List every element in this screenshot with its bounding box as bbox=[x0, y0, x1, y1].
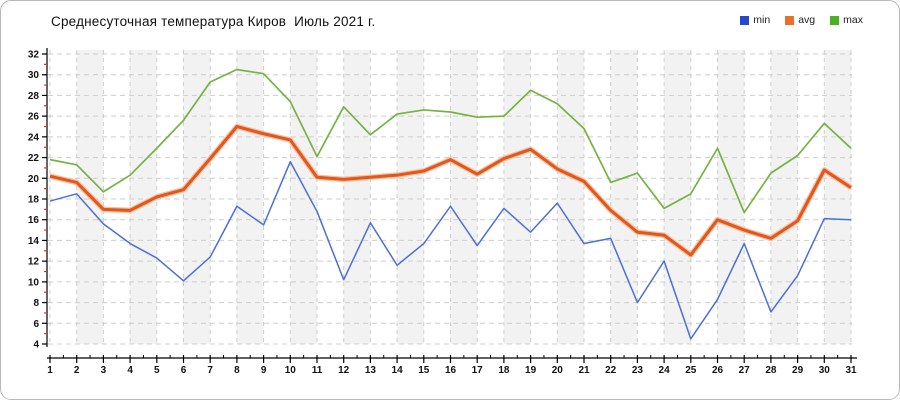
svg-text:29: 29 bbox=[792, 365, 804, 376]
svg-text:6: 6 bbox=[33, 319, 39, 330]
svg-text:25: 25 bbox=[685, 365, 697, 376]
legend-label-min: min bbox=[753, 14, 771, 26]
chart-title: Среднесуточная температура Киров Июль 20… bbox=[51, 14, 376, 29]
svg-text:6: 6 bbox=[181, 365, 187, 376]
svg-text:15: 15 bbox=[418, 365, 430, 376]
svg-text:31: 31 bbox=[845, 365, 857, 376]
svg-text:12: 12 bbox=[28, 257, 40, 268]
svg-text:20: 20 bbox=[28, 174, 40, 185]
legend-label-avg: avg bbox=[798, 14, 816, 26]
svg-text:32: 32 bbox=[28, 50, 40, 61]
svg-text:22: 22 bbox=[28, 153, 40, 164]
legend-item-min: min bbox=[740, 14, 770, 26]
svg-text:14: 14 bbox=[28, 236, 40, 247]
svg-text:23: 23 bbox=[632, 365, 644, 376]
svg-text:19: 19 bbox=[525, 365, 537, 376]
svg-text:30: 30 bbox=[819, 365, 831, 376]
svg-text:13: 13 bbox=[365, 365, 377, 376]
svg-text:12: 12 bbox=[338, 365, 350, 376]
svg-text:28: 28 bbox=[28, 91, 40, 102]
svg-text:21: 21 bbox=[578, 365, 590, 376]
legend-item-avg: avg bbox=[785, 14, 815, 26]
legend-swatch-min-icon bbox=[740, 15, 750, 25]
svg-text:16: 16 bbox=[445, 365, 457, 376]
svg-text:1: 1 bbox=[47, 365, 53, 376]
legend-label-max: max bbox=[843, 14, 863, 26]
svg-text:4: 4 bbox=[127, 365, 133, 376]
svg-text:30: 30 bbox=[28, 70, 40, 81]
legend: min avg max bbox=[740, 14, 863, 26]
svg-text:26: 26 bbox=[712, 365, 724, 376]
svg-text:8: 8 bbox=[33, 298, 39, 309]
svg-text:17: 17 bbox=[472, 365, 484, 376]
svg-text:28: 28 bbox=[765, 365, 777, 376]
svg-text:9: 9 bbox=[261, 365, 267, 376]
svg-text:10: 10 bbox=[28, 277, 40, 288]
legend-swatch-avg-icon bbox=[785, 15, 795, 25]
svg-text:10: 10 bbox=[285, 365, 297, 376]
svg-text:24: 24 bbox=[659, 365, 671, 376]
svg-text:16: 16 bbox=[28, 215, 40, 226]
svg-text:7: 7 bbox=[207, 365, 213, 376]
svg-text:20: 20 bbox=[552, 365, 564, 376]
svg-text:18: 18 bbox=[498, 365, 510, 376]
svg-text:26: 26 bbox=[28, 112, 40, 123]
svg-text:5: 5 bbox=[154, 365, 160, 376]
svg-text:3: 3 bbox=[101, 365, 107, 376]
svg-text:11: 11 bbox=[312, 365, 323, 376]
legend-swatch-max-icon bbox=[830, 15, 840, 25]
svg-text:22: 22 bbox=[605, 365, 617, 376]
svg-text:27: 27 bbox=[739, 365, 751, 376]
legend-item-max: max bbox=[830, 14, 863, 26]
svg-text:14: 14 bbox=[392, 365, 404, 376]
svg-text:2: 2 bbox=[74, 365, 80, 376]
svg-text:18: 18 bbox=[28, 195, 40, 206]
svg-text:4: 4 bbox=[33, 340, 39, 351]
svg-text:8: 8 bbox=[234, 365, 240, 376]
svg-text:24: 24 bbox=[28, 132, 40, 143]
